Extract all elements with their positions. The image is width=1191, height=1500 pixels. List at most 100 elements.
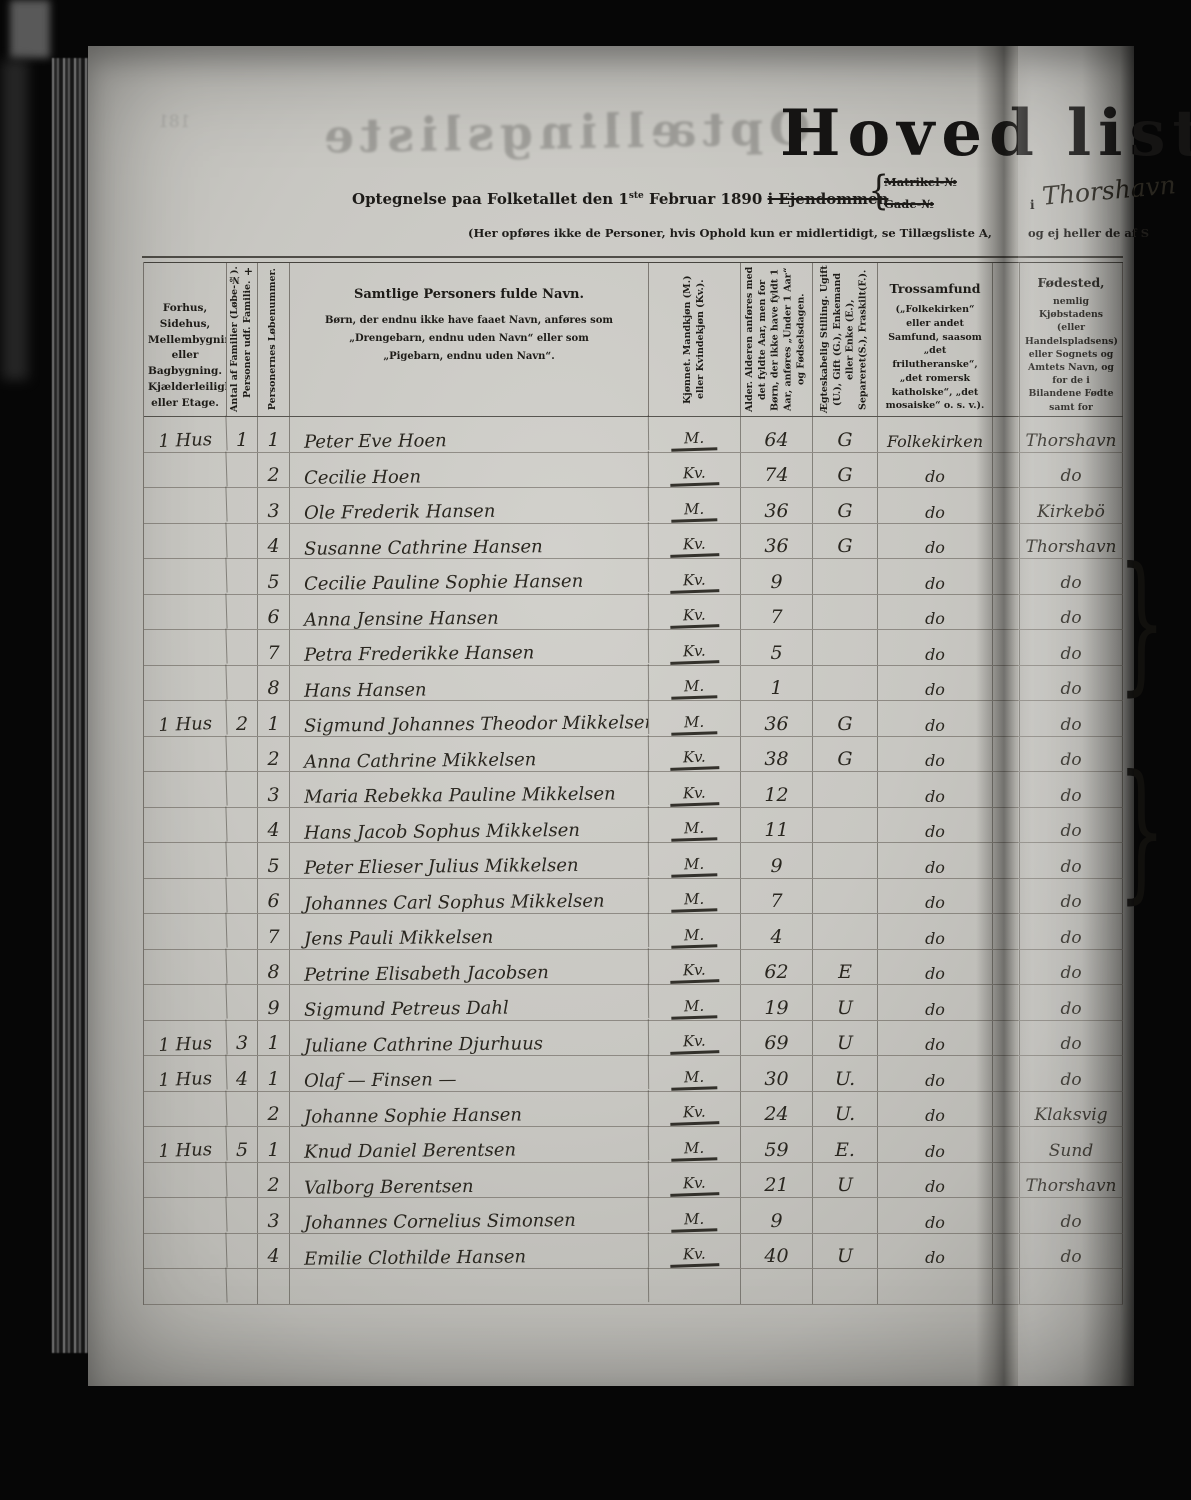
matrikel-gade-stack: Matrikel-№ Gade-№ xyxy=(884,172,957,216)
cell-person-number: 1 xyxy=(258,1020,290,1055)
photo-blotch xyxy=(2,60,28,380)
fold-gap xyxy=(993,843,1019,878)
cell-marital-status: U xyxy=(813,985,878,1020)
cell-birthplace: do xyxy=(1019,1198,1123,1233)
cell-full-name: Knud Daniel Berentsen xyxy=(289,1125,650,1164)
fold-gap xyxy=(993,666,1019,701)
table-header-row: Forhus, Sidehus, Mellembygning eller Bag… xyxy=(144,262,1123,417)
cell-family-number xyxy=(227,807,258,842)
cell-marital-status: U xyxy=(813,1162,878,1197)
cell-faith: do xyxy=(878,523,993,558)
cell-building xyxy=(143,1232,228,1270)
cell-faith: do xyxy=(878,807,993,842)
cell-full-name: Jens Pauli Mikkelsen xyxy=(289,912,650,951)
cell-faith: do xyxy=(878,1020,993,1055)
cell-birthplace: Klaksvig xyxy=(1019,1091,1123,1126)
page-title: Hoved list xyxy=(780,96,1191,171)
census-table-body: 1 Hus 1 1 Peter Eve Hoen M. 64 G Folkeki… xyxy=(143,415,1123,1306)
cell-age: 36 xyxy=(741,701,813,736)
cell-faith: do xyxy=(878,914,993,949)
cell-sex: Kv. xyxy=(649,1091,741,1126)
fold-gap xyxy=(993,417,1019,452)
fold-gap xyxy=(993,453,1019,488)
cell-family-number: 2 xyxy=(227,701,258,736)
cell-family-number xyxy=(227,878,258,913)
cell-building: 1 Hus xyxy=(143,1054,228,1092)
book-page-edges xyxy=(52,58,92,1353)
cell-birthplace: do xyxy=(1019,665,1123,700)
cell-marital-status: E. xyxy=(813,1127,878,1162)
cell-full-name: Valborg Berentsen xyxy=(289,1160,650,1199)
cell-age: 21 xyxy=(741,1162,813,1197)
census-table: Forhus, Sidehus, Mellembygning eller Bag… xyxy=(142,256,1123,1306)
cell-faith: do xyxy=(878,665,993,700)
cell-birthplace: Thorshavn xyxy=(1019,523,1123,558)
fold-gap xyxy=(993,808,1019,843)
cell-person-number: 4 xyxy=(258,1233,290,1268)
cell-marital-status: U. xyxy=(813,1056,878,1091)
cell-birthplace: do xyxy=(1019,949,1123,984)
cell-sex: M. xyxy=(649,1198,741,1233)
table-row: 2 Anna Cathrine Mikkelsen Kv. 38 G do do xyxy=(143,734,1123,773)
cell-family-number xyxy=(227,1091,258,1126)
cell-faith xyxy=(878,1269,993,1304)
cell-person-number: 2 xyxy=(258,1162,290,1197)
struck-property-label: i Ejendommen xyxy=(767,190,889,208)
cell-sex: Kv. xyxy=(649,772,741,807)
cell-marital-status xyxy=(813,914,878,949)
fold-gap xyxy=(993,1234,1019,1269)
cell-birthplace: do xyxy=(1019,594,1123,629)
table-row: 2 Johanne Sophie Hansen Kv. 24 U. do Kla… xyxy=(143,1089,1123,1128)
cell-birthplace: do xyxy=(1019,772,1123,807)
cell-full-name: Emilie Clothilde Hansen xyxy=(289,1231,650,1270)
cell-full-name: Peter Eve Hoen xyxy=(289,415,650,454)
subtitle-superscript: ste xyxy=(628,191,644,201)
cell-age: 62 xyxy=(741,949,813,984)
cell-faith: do xyxy=(878,1056,993,1091)
table-row: 3 Maria Rebekka Pauline Mikkelsen Kv. 12… xyxy=(143,770,1123,809)
fold-gap xyxy=(993,595,1019,630)
cell-age: 36 xyxy=(741,488,813,523)
fold-gap xyxy=(993,524,1019,559)
table-row: 4 Hans Jacob Sophus Mikkelsen M. 11 do d… xyxy=(143,805,1123,844)
cell-person-number: 3 xyxy=(258,488,290,523)
cell-family-number xyxy=(227,488,258,523)
place-preposition: i xyxy=(1030,198,1035,212)
cell-person-number: 3 xyxy=(258,772,290,807)
ghost-page-number: 181 xyxy=(158,112,191,132)
cell-age: 9 xyxy=(741,843,813,878)
subtitle-date: Februar 1890 xyxy=(643,190,768,208)
cell-marital-status xyxy=(813,665,878,700)
cell-birthplace: do xyxy=(1019,985,1123,1020)
cell-building xyxy=(143,522,228,560)
cell-building: 1 Hus xyxy=(143,1125,228,1163)
fold-gap xyxy=(993,1198,1019,1233)
cell-sex: Kv. xyxy=(649,1233,741,1268)
cell-birthplace: Sund xyxy=(1019,1127,1123,1162)
cell-family-number xyxy=(227,949,258,984)
fold-gap xyxy=(993,1021,1019,1056)
table-row: 4 Emilie Clothilde Hansen Kv. 40 U do do xyxy=(143,1231,1123,1270)
cell-sex: M. xyxy=(649,417,741,452)
cell-person-number: 1 xyxy=(258,701,290,736)
cell-family-number: 5 xyxy=(227,1127,258,1162)
cell-building xyxy=(143,948,228,986)
subtitle: Optegnelse paa Folketallet den 1ste Febr… xyxy=(352,190,888,208)
cell-building: 1 Hus xyxy=(143,699,228,737)
cell-family-number: 1 xyxy=(227,417,258,452)
cell-sex: Kv. xyxy=(649,523,741,558)
table-row: 1 Hus 1 1 Peter Eve Hoen M. 64 G Folkeki… xyxy=(143,415,1123,454)
table-row: 6 Anna Jensine Hansen Kv. 7 do do xyxy=(143,592,1123,631)
fold-gap xyxy=(993,1127,1019,1162)
subtitle-prefix: Optegnelse paa Folketallet den 1 xyxy=(352,190,629,208)
cell-sex xyxy=(649,1269,741,1304)
cell-birthplace: do xyxy=(1019,1233,1123,1268)
cell-birthplace: do xyxy=(1019,452,1123,487)
cell-sex: M. xyxy=(649,701,741,736)
cell-person-number: 1 xyxy=(258,1056,290,1091)
cell-sex: Kv. xyxy=(649,630,741,665)
cell-full-name: Anna Jensine Hansen xyxy=(289,592,650,631)
table-row: 8 Petrine Elisabeth Jacobsen Kv. 62 E do… xyxy=(143,947,1123,986)
cell-person-number: 7 xyxy=(258,630,290,665)
